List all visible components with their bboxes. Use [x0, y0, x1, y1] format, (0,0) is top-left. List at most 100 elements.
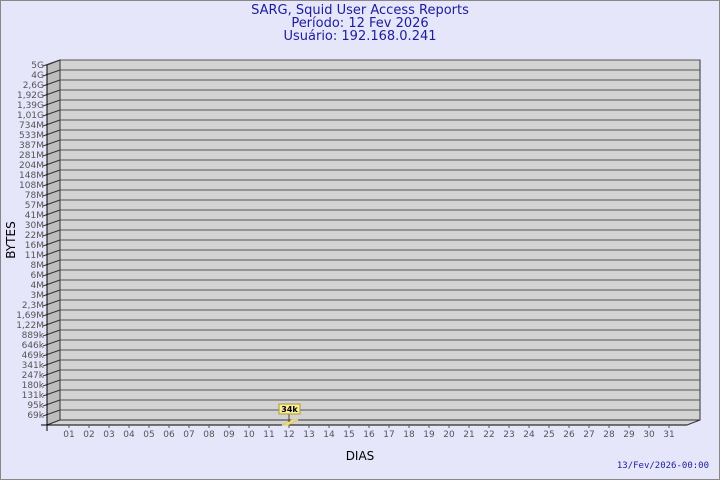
x-tick-label: 07 — [183, 430, 194, 440]
y-tick — [42, 139, 61, 147]
x-tick-label: 21 — [463, 430, 474, 440]
y-tick-label: 204M — [19, 161, 44, 171]
y-tick-label: 734M — [19, 121, 44, 131]
x-tick-label: 23 — [503, 430, 514, 440]
y-tick — [42, 69, 61, 77]
y-tick — [42, 379, 61, 387]
y-tick — [42, 99, 61, 107]
y-tick-label: 4M — [31, 281, 45, 291]
y-tick — [42, 119, 61, 127]
x-tick-label: 03 — [103, 430, 114, 440]
y-tick-label: 469k — [22, 351, 45, 361]
y-tick-label: 281M — [19, 151, 44, 161]
chart-user: Usuário: 192.168.0.241 — [283, 29, 437, 44]
x-tick-label: 13 — [303, 430, 314, 440]
y-tick-label: 69k — [27, 411, 44, 421]
chart-title: SARG, Squid User Access Reports — [251, 3, 469, 18]
y-tick — [42, 349, 61, 357]
y-tick-label: 4G — [31, 71, 44, 81]
y-tick — [42, 59, 61, 67]
x-tick-label: 08 — [203, 430, 215, 440]
y-tick-label: 2,6G — [23, 81, 44, 91]
y-tick-label: 3M — [31, 291, 45, 301]
x-axis-title: DIAS — [346, 449, 375, 463]
x-tick-label: 28 — [603, 430, 615, 440]
x-tick-label: 19 — [423, 430, 435, 440]
y-tick — [42, 199, 61, 207]
y-tick — [42, 89, 61, 97]
x-tick-label: 29 — [623, 430, 635, 440]
y-tick — [42, 339, 61, 347]
y-tick-label: 41M — [25, 211, 44, 221]
y-tick — [42, 329, 61, 337]
x-tick-label: 11 — [263, 430, 274, 440]
y-tick-label: 11M — [25, 251, 44, 261]
bar-label: 34k — [281, 405, 298, 414]
y-tick — [42, 249, 61, 257]
x-tick-label: 06 — [163, 430, 175, 440]
y-tick — [42, 149, 61, 157]
y-tick-label: 341k — [22, 361, 45, 371]
y-tick — [42, 79, 61, 87]
y-tick — [42, 169, 61, 177]
x-tick-label: 25 — [543, 430, 554, 440]
y-tick — [42, 399, 61, 407]
x-tick-label: 26 — [563, 430, 575, 440]
y-tick — [42, 189, 61, 197]
y-tick-label: 95k — [27, 401, 44, 411]
y-tick — [42, 289, 61, 297]
y-tick-label: 1,22M — [16, 321, 44, 331]
y-tick-label: 247k — [22, 371, 45, 381]
y-tick — [42, 299, 61, 307]
x-tick-label: 20 — [443, 430, 455, 440]
y-tick — [42, 309, 61, 317]
y-tick — [42, 229, 61, 237]
y-tick-label: 646k — [22, 341, 45, 351]
x-tick-label: 02 — [83, 430, 94, 440]
y-tick — [42, 219, 61, 227]
y-tick-label: 180k — [22, 381, 45, 391]
y-tick — [42, 239, 61, 247]
y-tick-label: 8M — [31, 261, 45, 271]
y-tick — [42, 179, 61, 187]
y-tick — [42, 269, 61, 277]
x-tick-label: 22 — [483, 430, 494, 440]
x-tick-label: 16 — [363, 430, 375, 440]
x-tick-label: 27 — [583, 430, 594, 440]
y-tick — [42, 129, 61, 137]
y-tick-label: 1,92G — [17, 91, 44, 101]
x-tick-label: 05 — [143, 430, 154, 440]
y-tick — [42, 359, 61, 367]
y-tick-label: 108M — [19, 181, 44, 191]
y-tick — [42, 409, 61, 417]
x-tick-label: 17 — [383, 430, 394, 440]
chart-period: Período: 12 Fev 2026 — [291, 16, 429, 31]
y-tick-label: 30M — [25, 221, 44, 231]
y-tick-label: 16M — [25, 241, 44, 251]
x-tick-label: 14 — [323, 430, 335, 440]
x-tick-label: 18 — [403, 430, 415, 440]
y-tick-label: 889k — [22, 331, 45, 341]
y-tick — [42, 389, 61, 397]
y-tick-label: 1,39G — [17, 101, 44, 111]
y-tick — [42, 319, 61, 327]
y-tick-label: 22M — [25, 231, 44, 241]
y-tick — [42, 369, 61, 377]
y-tick-label: 57M — [25, 201, 44, 211]
bar-label-box — [278, 403, 301, 415]
x-tick-label: 12 — [283, 430, 294, 440]
y-tick-label: 78M — [25, 191, 44, 201]
x-tick-label: 10 — [243, 430, 255, 440]
x-tick-label: 24 — [523, 430, 535, 440]
x-tick-label: 01 — [63, 430, 74, 440]
y-tick-label: 5G — [31, 61, 44, 71]
y-tick-label: 148M — [19, 171, 44, 181]
y-tick — [42, 159, 61, 167]
y-tick-label: 6M — [31, 271, 45, 281]
x-tick-label: 09 — [223, 430, 235, 440]
y-tick-label: 131k — [22, 391, 45, 401]
y-axis-title: BYTES — [4, 221, 18, 258]
y-tick-label: 387M — [19, 141, 44, 151]
y-tick-label: 533M — [19, 131, 44, 141]
y-tick — [42, 259, 61, 267]
